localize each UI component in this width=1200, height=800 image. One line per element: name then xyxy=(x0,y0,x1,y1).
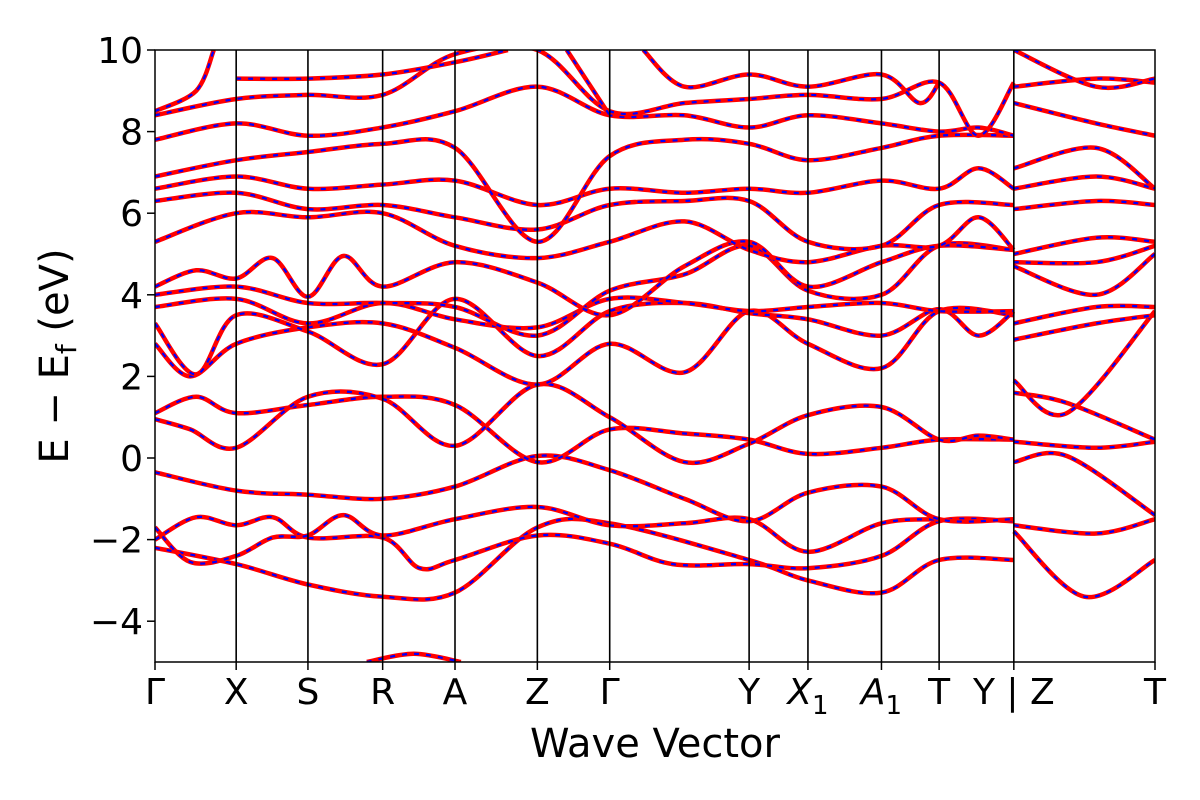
y-tick-label: 0 xyxy=(120,439,143,480)
band-0-dashed xyxy=(155,517,1155,601)
y-axis-label-main: E − E xyxy=(32,354,78,464)
band-11-solid xyxy=(155,209,1155,265)
y-axis-label: E − Ef (eV) xyxy=(32,248,83,463)
band-4-dashed xyxy=(155,395,1155,464)
band-6-dashed xyxy=(155,306,1155,417)
x-axis-ticks: Γ X S R A Z Γ Y X1 A1 T Y | Z T xyxy=(145,662,1167,721)
band-7-dashed xyxy=(155,297,1155,376)
y-tick-label: 4 xyxy=(120,276,143,317)
y-tick-label: 10 xyxy=(97,31,143,72)
band-16-dashed xyxy=(155,50,1155,137)
band-9-dashed xyxy=(155,242,1155,337)
y-tick-label: 6 xyxy=(120,194,143,235)
x-tick-label: Y xyxy=(737,672,761,713)
y-tick-label: −4 xyxy=(90,602,143,643)
band-1-dashed xyxy=(155,515,1155,571)
band-5-solid xyxy=(155,381,1155,466)
band-lines xyxy=(155,50,1155,662)
x-axis-label: Wave Vector xyxy=(530,721,781,767)
band-19-dashed xyxy=(565,50,611,116)
x-tick-label: Γ xyxy=(600,672,620,713)
x-tick-label: T xyxy=(927,672,951,713)
y-axis-label-unit: (eV) xyxy=(32,248,78,344)
y-tick-label: 2 xyxy=(120,357,143,398)
x-tick-label: S xyxy=(297,672,320,713)
y-axis-label-sub: f xyxy=(50,343,83,354)
x-tick-label: Z xyxy=(525,672,550,713)
band-3-solid xyxy=(155,450,1155,524)
plot-frame xyxy=(154,49,1156,663)
band-21-dashed xyxy=(1013,50,1155,89)
high-symmetry-lines xyxy=(235,50,1015,662)
x-tick-label: X1 xyxy=(785,672,828,721)
band-2-dashed xyxy=(155,505,940,565)
x-tick-label: A xyxy=(443,672,468,713)
band-14-dashed xyxy=(155,133,1155,243)
band-3-dashed xyxy=(155,451,1155,523)
band-16-solid xyxy=(155,50,1155,138)
y-tick-label: −2 xyxy=(90,521,143,562)
band-22-dashed xyxy=(366,652,462,662)
x-tick-label: Γ xyxy=(145,672,165,713)
band-15-dashed xyxy=(155,85,1155,141)
x-tick-label: R xyxy=(370,672,395,713)
band-17-solid xyxy=(155,50,216,114)
y-tick-label: 8 xyxy=(120,113,143,154)
x-tick-label: T xyxy=(1143,672,1167,713)
y-axis-ticks: −4 −2 0 2 4 6 8 10 xyxy=(90,31,155,643)
x-tick-label: X xyxy=(224,672,249,713)
x-tick-label: A1 xyxy=(859,672,902,721)
x-tick-label: Y | Z xyxy=(972,672,1055,713)
band-12-dashed xyxy=(155,191,1155,251)
band-10-dashed xyxy=(155,240,1155,317)
band-18-dashed xyxy=(236,50,509,80)
